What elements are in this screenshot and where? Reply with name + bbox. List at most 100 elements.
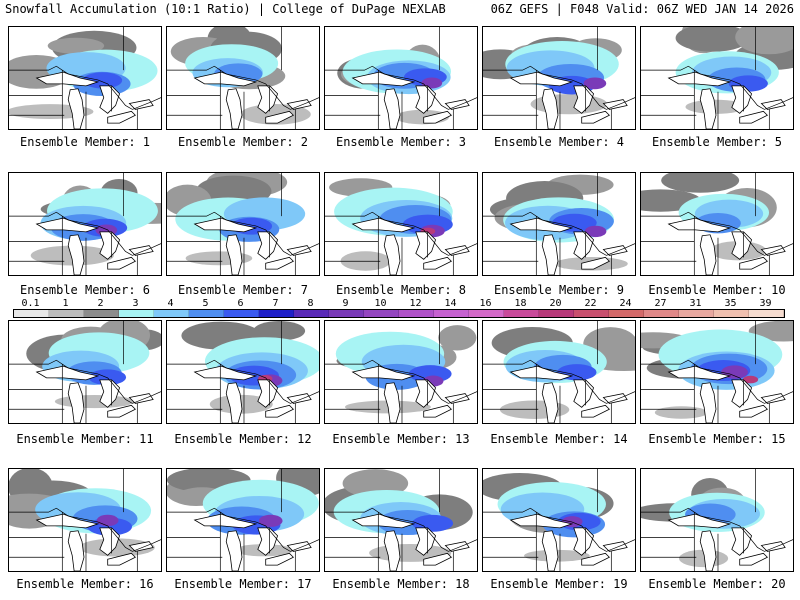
legend-color-bar xyxy=(13,309,785,318)
lake-outline xyxy=(351,365,416,381)
ensemble-member-map xyxy=(640,26,794,130)
lake-outline xyxy=(107,404,137,418)
legend-label: 24 xyxy=(619,298,632,309)
lake-outline xyxy=(107,256,137,270)
boundary-line xyxy=(325,65,477,110)
legend-label: 35 xyxy=(724,298,737,309)
ensemble-member-map xyxy=(8,172,162,276)
boundary-line xyxy=(641,359,793,404)
legend-label: 1 xyxy=(62,298,69,309)
legend-label: 14 xyxy=(444,298,457,309)
ensemble-member-label: Ensemble Member: 15 xyxy=(648,432,786,446)
lake-outline xyxy=(509,217,574,233)
legend-swatch xyxy=(539,310,574,317)
boundary-line xyxy=(325,507,477,552)
legend-swatch xyxy=(364,310,399,317)
lake-outline xyxy=(541,530,559,571)
lake-outline xyxy=(35,217,100,233)
lake-outline xyxy=(351,513,416,529)
snowfall-map xyxy=(9,321,161,423)
boundary-line xyxy=(483,507,635,552)
ensemble-member-map xyxy=(166,320,320,424)
snowfall-area xyxy=(735,27,793,55)
ensemble-member-label: Ensemble Member: 7 xyxy=(177,283,309,297)
snowfall-map xyxy=(641,321,793,423)
lake-outline xyxy=(67,234,85,275)
snowfall-map xyxy=(167,469,319,571)
legend-swatch xyxy=(644,310,679,317)
legend-label: 8 xyxy=(307,298,314,309)
lake-outline xyxy=(225,88,243,129)
lake-outline xyxy=(602,99,628,110)
lake-outline xyxy=(286,245,312,256)
legend-swatch xyxy=(469,310,504,317)
ensemble-member-map xyxy=(482,172,636,276)
lake-outline xyxy=(265,256,295,270)
ensemble-member-label: Ensemble Member: 9 xyxy=(493,283,625,297)
ensemble-member-label: Ensemble Member: 19 xyxy=(490,577,628,591)
lake-outline xyxy=(107,552,137,566)
ensemble-member-map xyxy=(8,26,162,130)
snowfall-map xyxy=(325,469,477,571)
snowfall-area xyxy=(258,514,283,527)
ensemble-member-label: Ensemble Member: 1 xyxy=(19,135,151,149)
lake-outline xyxy=(423,404,453,418)
lake-outline xyxy=(667,513,732,529)
legend-swatch xyxy=(224,310,259,317)
legend-swatch xyxy=(714,310,749,317)
lake-outline xyxy=(225,530,243,571)
lake-outline xyxy=(444,541,470,552)
ensemble-member-map xyxy=(482,468,636,572)
legend-label: 10 xyxy=(374,298,387,309)
lake-outline xyxy=(444,393,470,404)
legend-label: 16 xyxy=(479,298,492,309)
lake-outline xyxy=(193,217,258,233)
lake-outline xyxy=(699,88,717,129)
ensemble-member-label: Ensemble Member: 10 xyxy=(648,283,786,297)
legend-swatch xyxy=(574,310,609,317)
snowfall-map xyxy=(9,469,161,571)
snowfall-area xyxy=(661,173,740,193)
snowfall-area xyxy=(499,400,570,419)
snowfall-area xyxy=(96,514,119,527)
snowfall-area xyxy=(654,406,708,419)
legend-label: 0.1 xyxy=(21,298,40,309)
lake-outline xyxy=(667,365,732,381)
legend-swatch xyxy=(609,310,644,317)
lake-outline xyxy=(286,541,312,552)
ensemble-member-map xyxy=(324,468,478,572)
lake-outline xyxy=(541,234,559,275)
ensemble-member-map xyxy=(482,26,636,130)
lake-outline xyxy=(128,245,154,256)
legend-label: 22 xyxy=(584,298,597,309)
legend-swatch xyxy=(14,310,49,317)
lake-outline xyxy=(541,88,559,129)
ensemble-member-map xyxy=(640,172,794,276)
lake-outline xyxy=(193,365,258,381)
lake-outline xyxy=(383,382,401,423)
legend-label: 12 xyxy=(409,298,422,309)
legend-label: 27 xyxy=(654,298,667,309)
ensemble-member-map xyxy=(8,468,162,572)
legend-swatch xyxy=(399,310,434,317)
lake-outline xyxy=(128,393,154,404)
ensemble-member-label: Ensemble Member: 17 xyxy=(174,577,312,591)
lake-outline xyxy=(35,365,100,381)
boundary-line xyxy=(9,359,161,404)
lake-outline xyxy=(351,71,416,87)
boundary-line xyxy=(9,65,161,110)
snowfall-map xyxy=(325,173,477,275)
ensemble-member-label: Ensemble Member: 11 xyxy=(16,432,154,446)
lake-outline xyxy=(509,71,574,87)
snowfall-map xyxy=(325,27,477,129)
boundary-line xyxy=(167,211,319,256)
lake-outline xyxy=(699,530,717,571)
snowfall-area xyxy=(88,369,127,386)
lake-outline xyxy=(35,513,100,529)
boundary-line xyxy=(641,65,793,110)
snowfall-map xyxy=(167,173,319,275)
lake-outline xyxy=(739,404,769,418)
legend-label: 20 xyxy=(549,298,562,309)
legend-swatch xyxy=(294,310,329,317)
legend-swatch xyxy=(119,310,154,317)
